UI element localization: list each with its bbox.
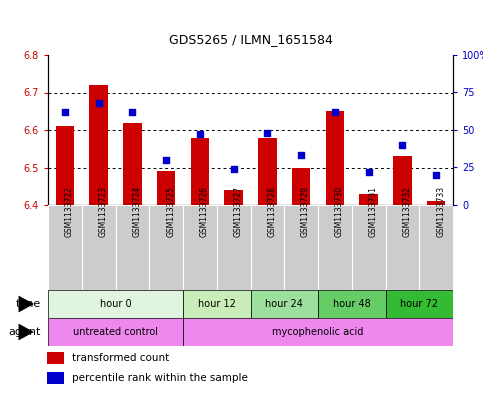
Bar	[82, 205, 115, 290]
Bar	[183, 318, 453, 346]
Point	[128, 109, 136, 115]
Bar	[47, 352, 64, 364]
Text: GSM1133730: GSM1133730	[335, 186, 344, 237]
Text: untreated control: untreated control	[73, 327, 158, 337]
Text: agent: agent	[8, 327, 41, 337]
Text: hour 0: hour 0	[99, 299, 131, 309]
Text: hour 12: hour 12	[198, 299, 236, 309]
Text: GDS5265 / ILMN_1651584: GDS5265 / ILMN_1651584	[169, 33, 332, 46]
Bar	[115, 205, 149, 290]
Text: GSM1133723: GSM1133723	[99, 186, 108, 237]
Text: transformed count: transformed count	[72, 353, 170, 363]
Bar	[419, 205, 453, 290]
Text: hour 72: hour 72	[400, 299, 438, 309]
Bar	[183, 290, 251, 318]
Point	[162, 157, 170, 163]
Bar	[251, 290, 318, 318]
Bar	[393, 156, 412, 205]
Bar	[359, 194, 378, 205]
Bar	[427, 201, 445, 205]
Bar	[48, 318, 183, 346]
Text: time: time	[15, 299, 41, 309]
Bar	[258, 138, 277, 205]
Text: hour 48: hour 48	[333, 299, 370, 309]
Bar	[385, 205, 419, 290]
Text: GSM1133732: GSM1133732	[402, 186, 412, 237]
Point	[264, 130, 271, 136]
Bar	[48, 290, 183, 318]
Bar	[326, 111, 344, 205]
Bar	[47, 372, 64, 384]
Text: mycophenolic acid: mycophenolic acid	[272, 327, 364, 337]
Bar	[217, 205, 251, 290]
Text: GSM1133727: GSM1133727	[234, 186, 242, 237]
Text: GSM1133725: GSM1133725	[166, 186, 175, 237]
Bar	[149, 205, 183, 290]
Text: percentile rank within the sample: percentile rank within the sample	[72, 373, 248, 383]
Bar	[56, 126, 74, 205]
Text: GSM1133731: GSM1133731	[369, 186, 378, 237]
Point	[95, 100, 102, 106]
Bar	[284, 205, 318, 290]
Bar	[251, 205, 284, 290]
Text: GSM1133728: GSM1133728	[268, 186, 276, 237]
Text: hour 24: hour 24	[265, 299, 303, 309]
Bar	[89, 85, 108, 205]
Text: GSM1133726: GSM1133726	[200, 186, 209, 237]
Bar	[318, 290, 385, 318]
Point	[297, 152, 305, 159]
Bar	[191, 138, 209, 205]
Point	[196, 131, 204, 138]
Bar	[318, 205, 352, 290]
Point	[432, 172, 440, 178]
Bar	[385, 290, 453, 318]
Bar	[224, 190, 243, 205]
Bar	[48, 205, 82, 290]
Bar	[183, 205, 217, 290]
Bar	[352, 205, 385, 290]
Polygon shape	[18, 296, 34, 312]
Point	[398, 142, 406, 148]
Text: GSM1133733: GSM1133733	[436, 186, 445, 237]
Text: GSM1133724: GSM1133724	[132, 186, 142, 237]
Text: GSM1133729: GSM1133729	[301, 186, 310, 237]
Bar	[292, 167, 311, 205]
Bar	[123, 123, 142, 205]
Point	[61, 109, 69, 115]
Point	[365, 169, 372, 175]
Point	[331, 109, 339, 115]
Text: GSM1133722: GSM1133722	[65, 186, 74, 237]
Point	[230, 166, 238, 172]
Bar	[157, 171, 175, 205]
Polygon shape	[18, 323, 34, 340]
